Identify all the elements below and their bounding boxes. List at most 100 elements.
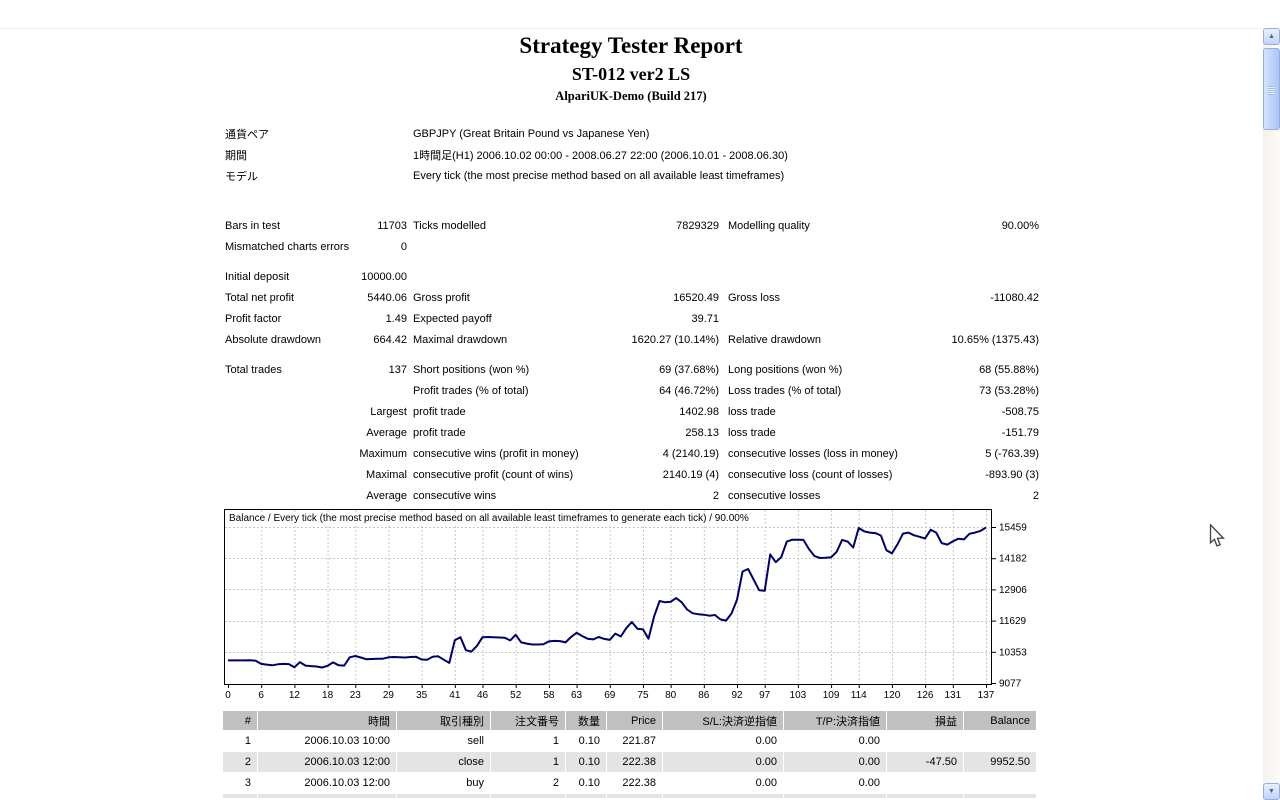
summary-value: Average: [366, 489, 407, 502]
trades-column-header: Price: [607, 711, 662, 730]
summary-label: Loss trades (% of total): [728, 384, 842, 397]
summary-value: 1620.27 (10.14%): [631, 333, 719, 346]
summary-value: 5 (-763.39): [985, 447, 1039, 460]
scrollbar-thumb[interactable]: [1263, 48, 1280, 130]
summary-row: Initial deposit 10000.00: [225, 266, 1039, 287]
summary-label: [225, 443, 355, 464]
summary-row: Profit factor 1.49 Expected payoff 39.71: [225, 308, 1039, 329]
trade-cell: 1: [491, 731, 565, 751]
svg-text:137: 137: [978, 690, 995, 701]
summary-value: 10.65% (1375.43): [951, 333, 1039, 346]
summary-label: loss trade: [728, 426, 776, 439]
summary-value: 4 (2140.19): [662, 447, 719, 460]
summary-label: [225, 380, 355, 401]
summary-value: 73 (53.28%): [979, 384, 1039, 397]
trade-cell: sell: [397, 731, 490, 751]
summary-label: consecutive wins: [413, 489, 497, 502]
scroll-up-button[interactable]: ▲: [1263, 28, 1280, 45]
summary-label: Initial deposit: [225, 270, 290, 283]
trade-row: 2 2006.10.03 12:00 close 1 0.10 222.38 0.00 0.0…: [223, 752, 1036, 772]
summary-label: [407, 266, 585, 287]
summary-value: 90.00%: [1001, 219, 1039, 232]
trades-column-header: 時間: [258, 711, 396, 730]
trade-cell: [964, 773, 1036, 793]
trades-column-header: 数量: [566, 711, 606, 730]
info-row: 期間 1時間足(H1) 2006.10.02 00:00 - 2008.06.27…: [225, 144, 1040, 165]
summary-value: Average: [366, 426, 407, 439]
summary-value: -11080.42: [990, 291, 1039, 304]
trade-cell: 2006.10.03 10:00: [258, 731, 396, 751]
summary-value: [585, 266, 719, 287]
info-row: 通貨ペア GBPJPY (Great Britain Pound vs Japan…: [225, 123, 1040, 144]
summary-label: profit trade: [413, 405, 466, 418]
trade-cell: 0.10: [566, 731, 606, 751]
summary-row: Average consecutive wins 2 consecutive loss…: [225, 485, 1039, 506]
svg-text:109: 109: [823, 690, 840, 701]
trade-cell: [491, 794, 565, 798]
trade-cell: 0.00: [784, 731, 886, 751]
summary-value: 2140.19 (4): [662, 468, 719, 481]
trade-cell: 0.00: [663, 752, 783, 772]
summary-label: [407, 236, 585, 257]
svg-text:23: 23: [350, 690, 362, 701]
info-row: モデル Every tick (the most precise method b…: [225, 165, 1040, 186]
trade-cell: [887, 773, 963, 793]
trade-cell: 0.00: [784, 752, 886, 772]
summary-value: 0: [400, 240, 407, 253]
summary-value: 10000.00: [361, 270, 407, 283]
svg-text:6: 6: [258, 690, 264, 701]
summary-row: Mismatched charts errors 0: [225, 236, 1039, 257]
summary-label: [225, 401, 355, 422]
trades-column-header: Balance: [964, 711, 1036, 730]
svg-text:126: 126: [917, 690, 934, 701]
trade-cell: [784, 794, 886, 798]
summary-value: 39.71: [691, 312, 719, 325]
svg-text:12: 12: [289, 690, 301, 701]
summary-label: Modelling quality: [728, 219, 810, 232]
info-label: 通貨ペア: [225, 128, 269, 141]
svg-text:29: 29: [383, 690, 395, 701]
trades-table-body: 1 2006.10.03 10:00 sell 1 0.10 221.87 0.00 0.00…: [223, 731, 1036, 798]
strategy-name: ST-012 ver2 LS: [571, 64, 691, 84]
svg-text:103: 103: [790, 690, 807, 701]
summary-label: [719, 308, 909, 329]
trade-cell: buy: [397, 773, 490, 793]
trade-cell: close: [397, 752, 490, 772]
balance-chart-canvas: 0 6 12 18 23 29 35 41 46 52 58 63 69 75 80 86 92 97 103 109…: [224, 509, 1027, 701]
svg-text:0: 0: [225, 690, 231, 701]
svg-text:69: 69: [604, 690, 616, 701]
summary-spacer-cell: [225, 257, 1039, 266]
svg-text:35: 35: [416, 690, 428, 701]
summary-row: Total net profit 5440.06 Gross profit 16520…: [225, 287, 1039, 308]
trade-cell: [397, 794, 490, 798]
summary-value: -893.90 (3): [985, 468, 1039, 481]
svg-text:11629: 11629: [999, 616, 1027, 627]
summary-row: Bars in test 11703 Ticks modelled 7829329 Mo…: [225, 215, 1039, 236]
summary-value: 1.49: [385, 312, 407, 325]
scroll-down-button[interactable]: ▼: [1263, 783, 1280, 800]
summary-value: [355, 380, 407, 401]
scrollbar-grip-icon: [1268, 86, 1275, 95]
summary-value: 7829329: [676, 219, 719, 232]
summary-label: consecutive loss (count of losses): [728, 468, 893, 481]
svg-text:114: 114: [851, 690, 867, 701]
trades-column-header: T/P:決済指値: [784, 711, 886, 730]
info-value: 1時間足(H1) 2006.10.02 00:00 - 2008.06.27 2…: [413, 149, 788, 162]
summary-row: Maximum consecutive wins (profit in money…: [225, 443, 1039, 464]
trade-cell: 1: [223, 731, 257, 751]
vertical-scrollbar[interactable]: ▲ ▼: [1263, 28, 1280, 800]
trade-cell: -47.50: [887, 752, 963, 772]
info-value: GBPJPY (Great Britain Pound vs Japanese …: [413, 127, 650, 140]
summary-label: loss trade: [728, 405, 776, 418]
summary-value: 11703: [377, 219, 407, 232]
trade-cell: 0.00: [663, 773, 783, 793]
trade-cell: [887, 731, 963, 751]
summary-label: [719, 266, 909, 287]
trade-cell: 0.00: [784, 773, 886, 793]
summary-row: Total trades 137 Short positions (won %) 69…: [225, 359, 1039, 380]
trade-cell: 0.10: [566, 773, 606, 793]
page-top-divider: [0, 28, 1280, 29]
trades-column-header: 取引種別: [397, 711, 490, 730]
summary-label: [719, 236, 909, 257]
